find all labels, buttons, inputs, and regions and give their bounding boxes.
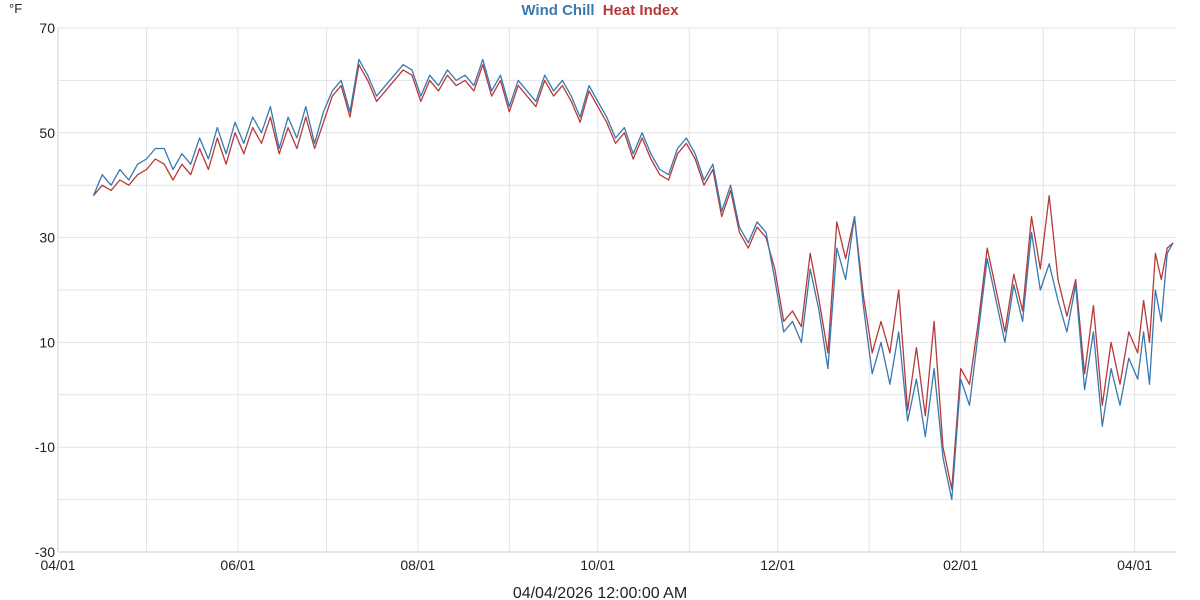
y-unit-label: °F: [9, 1, 22, 16]
footer-timestamp: 04/04/2026 12:00:00 AM: [513, 585, 687, 600]
y-tick-label: -30: [35, 544, 55, 560]
title-heat-index: Heat Index: [603, 2, 680, 19]
y-tick-label: 10: [39, 334, 55, 350]
y-tick-label: 70: [39, 20, 55, 36]
x-tick-label: 12/01: [760, 557, 795, 573]
series-lines: [92, 58, 1174, 501]
y-tick-label: -10: [35, 439, 55, 455]
x-tick-label: 06/01: [220, 557, 255, 573]
title-wind-chill: Wind Chill: [521, 2, 594, 19]
series-line-heat-index: [92, 64, 1174, 490]
y-tick-label: 50: [39, 125, 55, 141]
series-line-wind-chill: [92, 58, 1174, 501]
x-tick-label: 04/01: [40, 557, 75, 573]
x-tick-label: 04/01: [1117, 557, 1152, 573]
x-tick-label: 02/01: [943, 557, 978, 573]
y-tick-label: 30: [39, 230, 55, 246]
gridlines: [57, 27, 1176, 553]
chart-title: Wind Chill Heat Index: [521, 2, 679, 19]
x-tick-label: 08/01: [400, 557, 435, 573]
x-tick-label: 10/01: [580, 557, 615, 573]
